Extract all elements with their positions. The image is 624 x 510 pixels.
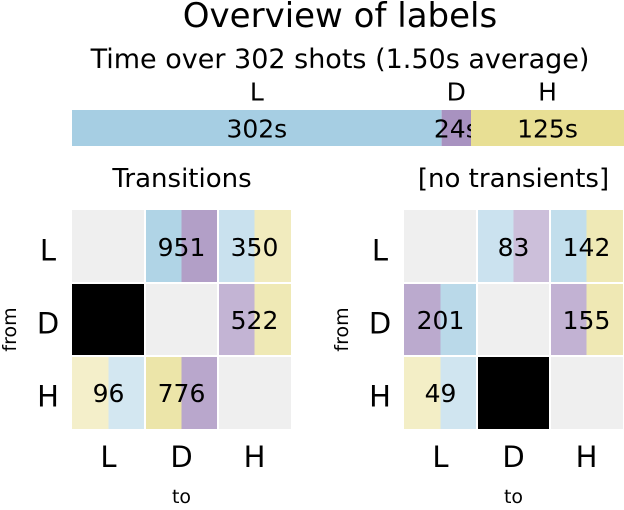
cell-to-D: [513, 210, 550, 283]
cell-from-D: [218, 283, 255, 356]
bar-value-L: 302s: [226, 115, 287, 144]
diagonal-cell: [72, 210, 145, 283]
bar-value-H: 125s: [517, 115, 578, 144]
cell-to-H: [254, 210, 291, 283]
cell-from-L: [550, 210, 587, 283]
bar-segment-D: [441, 110, 472, 146]
cell-value: 350: [231, 233, 279, 262]
cell-to-L: [108, 356, 145, 429]
cell-from-L: [218, 210, 255, 283]
cell-to-D: [181, 210, 218, 283]
cell-to-H: [586, 283, 623, 356]
col-tick-label: D: [170, 440, 192, 474]
cell-value: 155: [563, 306, 611, 335]
bar-label-H: H: [538, 78, 557, 107]
diagonal-cell: [218, 356, 291, 429]
row-tick-label: D: [369, 307, 391, 341]
row-tick-label: L: [372, 234, 388, 268]
y-axis-label: from: [0, 307, 21, 351]
cell-value: 522: [231, 306, 279, 335]
cell-to-H: [254, 283, 291, 356]
row-tick-label: L: [40, 234, 56, 268]
col-tick-label: H: [244, 440, 266, 474]
col-tick-label: H: [576, 440, 598, 474]
diagonal-cell: [477, 283, 550, 356]
cell-value: 96: [93, 379, 125, 408]
cell-from-H: [145, 356, 182, 429]
cell-from-L: [145, 210, 182, 283]
no-transients-title: [no transients]: [417, 164, 610, 194]
cell-value: 776: [158, 379, 206, 408]
cell-from-D: [404, 283, 441, 356]
row-tick-label: H: [37, 380, 59, 414]
cell-from-H: [72, 356, 109, 429]
cell-value: 201: [417, 306, 465, 335]
cell-value: 1204: [77, 306, 141, 335]
cell-from-H: [404, 356, 441, 429]
cell-from-L: [477, 210, 514, 283]
cell-value: 142: [563, 233, 611, 262]
cell-value: 335: [490, 379, 538, 408]
row-tick-label: H: [369, 380, 391, 414]
cell-from-D: [550, 283, 587, 356]
x-axis-label: to: [504, 486, 523, 508]
bar-segment-H: [471, 110, 624, 146]
cell-value: 951: [158, 233, 206, 262]
chart-title: Overview of labels: [182, 0, 498, 36]
diagonal-cell: [550, 356, 623, 429]
x-axis-label: to: [172, 486, 191, 508]
col-tick-label: L: [100, 440, 116, 474]
cell-from-H: [477, 356, 514, 429]
cell-to-L: [440, 356, 477, 429]
bar-label-D: D: [447, 78, 466, 107]
cell-value: 83: [498, 233, 530, 262]
col-tick-label: L: [432, 440, 448, 474]
cell-value: 49: [425, 379, 457, 408]
cell-to-H: [586, 210, 623, 283]
bar-segment-L: [72, 110, 442, 146]
transitions-title: Transitions: [112, 164, 252, 194]
col-tick-label: D: [502, 440, 524, 474]
bar-label-L: L: [250, 78, 264, 107]
cell-to-D: [513, 356, 550, 429]
chart-subtitle: Time over 302 shots (1.50s average): [90, 44, 590, 75]
cell-to-L: [108, 283, 145, 356]
diagonal-cell: [404, 210, 477, 283]
cell-to-D: [181, 356, 218, 429]
y-axis-label: from: [331, 307, 353, 351]
row-tick-label: D: [37, 307, 59, 341]
cell-from-D: [72, 283, 109, 356]
cell-to-L: [440, 283, 477, 356]
diagonal-cell: [145, 283, 218, 356]
